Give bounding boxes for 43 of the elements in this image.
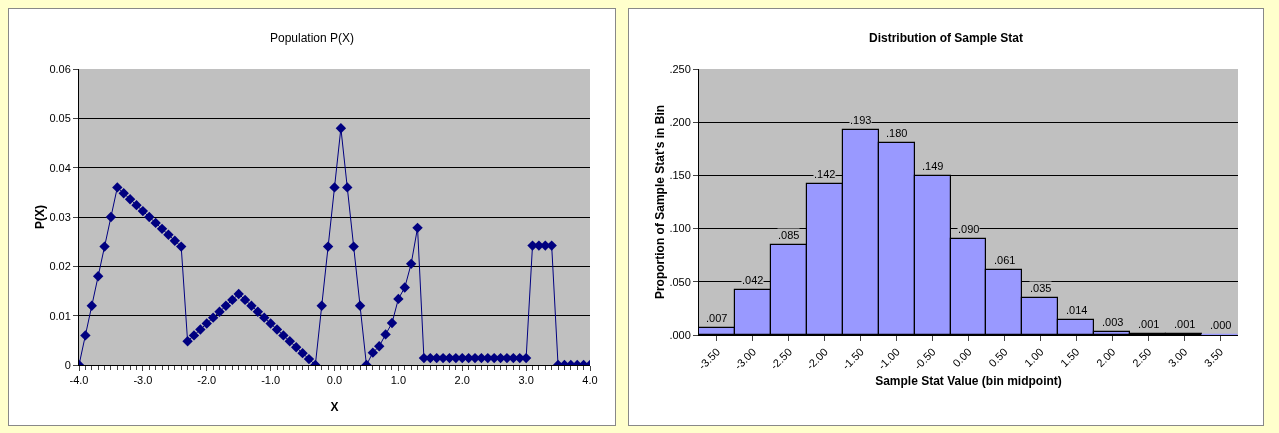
x-axis-title: X (330, 400, 339, 414)
x-tick-label: 1.0 (390, 374, 407, 387)
y-tick-label: .050 (669, 275, 691, 288)
y-tick-label: .200 (669, 116, 691, 129)
data-label: .193 (850, 114, 872, 126)
y-tick-label: 0 (64, 358, 71, 371)
data-label: .001 (1174, 318, 1196, 330)
y-axis-title: Proportion of Sample Stat's in Bin (653, 104, 668, 300)
chart-title: Population P(X) (269, 31, 355, 46)
data-label: .149 (922, 160, 944, 172)
x-tick-label: -1.0 (261, 374, 281, 387)
x-tick-label: 0.0 (326, 374, 343, 387)
data-label: .142 (814, 168, 836, 180)
y-tick-label: .150 (669, 169, 691, 182)
x-axis-title: Sample Stat Value (bin midpoint) (875, 373, 1062, 388)
data-label: .061 (994, 254, 1016, 266)
y-tick-label: 0.03 (49, 210, 71, 223)
y-tick-label: 0.01 (49, 309, 71, 322)
y-tick-label: 0.04 (49, 161, 71, 174)
data-label: .180 (886, 127, 908, 139)
data-label: .000 (1210, 319, 1232, 331)
data-label: .035 (1030, 282, 1052, 294)
data-label: .007 (706, 312, 728, 324)
x-tick-label: 3.0 (518, 374, 534, 387)
y-tick-label: .000 (669, 328, 691, 341)
data-label: .003 (1102, 316, 1124, 328)
y-axis-title: P(X) (33, 205, 48, 229)
data-label: .042 (742, 274, 764, 286)
data-label: .085 (778, 229, 800, 241)
y-tick-label: .100 (669, 222, 691, 235)
x-tick-label: 4.0 (582, 374, 598, 387)
data-label: .014 (1066, 304, 1088, 316)
y-tick-label: 0.06 (49, 62, 71, 75)
chart-title: Distribution of Sample Stat (868, 31, 1024, 46)
x-tick-label: 2.0 (454, 374, 470, 387)
data-label: .001 (1138, 318, 1160, 330)
data-label: .090 (958, 223, 980, 235)
x-tick-label: -3.0 (133, 374, 153, 387)
y-tick-label: 0.02 (49, 260, 71, 273)
x-tick-label: -2.0 (197, 374, 217, 387)
y-tick-label: 0.05 (49, 112, 71, 125)
x-tick-label: -4.0 (69, 374, 89, 387)
y-tick-label: .250 (669, 62, 691, 75)
